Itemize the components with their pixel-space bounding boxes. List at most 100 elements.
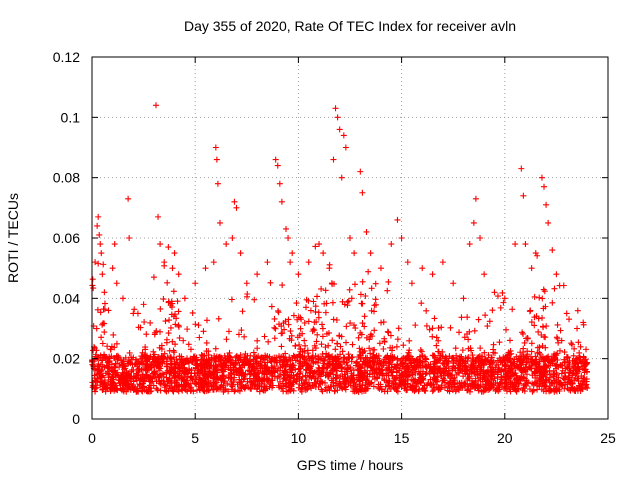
data-point — [579, 358, 586, 365]
data-point — [332, 375, 339, 382]
data-point — [372, 280, 379, 287]
data-point — [281, 326, 288, 333]
data-point — [405, 355, 412, 362]
data-point — [519, 387, 526, 394]
data-point — [94, 306, 101, 313]
data-point — [92, 388, 99, 395]
data-point — [368, 379, 375, 386]
data-point — [227, 369, 234, 376]
data-point — [509, 306, 516, 313]
data-point — [231, 198, 238, 205]
data-point — [490, 341, 497, 348]
data-point — [357, 168, 364, 175]
data-point — [303, 376, 310, 383]
data-point — [388, 241, 395, 248]
data-point — [170, 354, 177, 361]
data-point — [334, 361, 341, 368]
data-point — [271, 335, 278, 342]
data-point — [540, 387, 547, 394]
data-point — [386, 360, 393, 367]
data-point — [540, 286, 547, 293]
data-point — [545, 219, 552, 226]
data-point — [312, 308, 319, 315]
data-point — [175, 322, 182, 329]
data-point — [435, 325, 442, 332]
data-point — [134, 363, 141, 370]
data-point — [231, 371, 238, 378]
data-point — [297, 368, 304, 375]
data-point — [109, 368, 116, 375]
data-point — [318, 386, 325, 393]
data-point — [166, 317, 173, 324]
data-point — [158, 342, 165, 349]
data-point — [324, 387, 331, 394]
data-point — [184, 355, 191, 362]
data-point — [435, 385, 442, 392]
x-axis-label: GPS time / hours — [297, 457, 404, 473]
data-point — [490, 358, 497, 365]
data-point — [228, 296, 235, 303]
data-point — [479, 359, 486, 366]
data-point — [326, 356, 333, 363]
data-point — [438, 372, 445, 379]
data-point — [550, 357, 557, 364]
data-point — [147, 319, 154, 326]
data-point — [483, 358, 490, 365]
data-point — [126, 349, 133, 356]
data-point — [278, 198, 285, 205]
data-point — [356, 381, 363, 388]
data-point — [181, 295, 188, 302]
data-point — [435, 365, 442, 372]
data-point — [250, 361, 257, 368]
data-point — [478, 388, 485, 395]
data-point — [515, 363, 522, 370]
data-point — [567, 379, 574, 386]
data-point — [94, 222, 101, 229]
data-point — [325, 353, 332, 360]
data-point — [287, 259, 294, 266]
data-point — [399, 361, 406, 368]
data-point — [92, 366, 99, 373]
data-point — [427, 381, 434, 388]
data-point — [376, 366, 383, 373]
data-point — [369, 359, 376, 366]
data-point — [510, 358, 517, 365]
data-point — [161, 350, 168, 357]
data-point — [280, 382, 287, 389]
data-point — [451, 383, 458, 390]
data-point — [490, 366, 497, 373]
data-point — [225, 364, 232, 371]
data-point — [265, 338, 272, 345]
data-point — [461, 334, 468, 341]
data-point — [98, 379, 105, 386]
data-point — [348, 295, 355, 302]
data-point — [501, 295, 508, 302]
data-point — [357, 385, 364, 392]
data-point — [334, 340, 341, 347]
data-point — [199, 384, 206, 391]
data-point — [433, 356, 440, 363]
data-point — [276, 180, 283, 187]
data-point — [458, 314, 465, 321]
data-point — [534, 252, 541, 259]
data-point — [232, 359, 239, 366]
data-point — [104, 385, 111, 392]
data-point — [163, 388, 170, 395]
data-point — [313, 338, 320, 345]
data-point — [104, 343, 111, 350]
data-point — [238, 370, 245, 377]
data-point — [102, 380, 109, 387]
data-point — [524, 348, 531, 355]
data-point — [268, 303, 275, 310]
data-point — [481, 373, 488, 380]
data-point — [343, 368, 350, 375]
data-point — [133, 377, 140, 384]
data-point — [351, 250, 358, 257]
data-point — [163, 358, 170, 365]
data-point — [230, 364, 237, 371]
data-point — [125, 371, 132, 378]
data-point — [534, 367, 541, 374]
data-point — [432, 360, 439, 367]
data-point — [489, 307, 496, 314]
